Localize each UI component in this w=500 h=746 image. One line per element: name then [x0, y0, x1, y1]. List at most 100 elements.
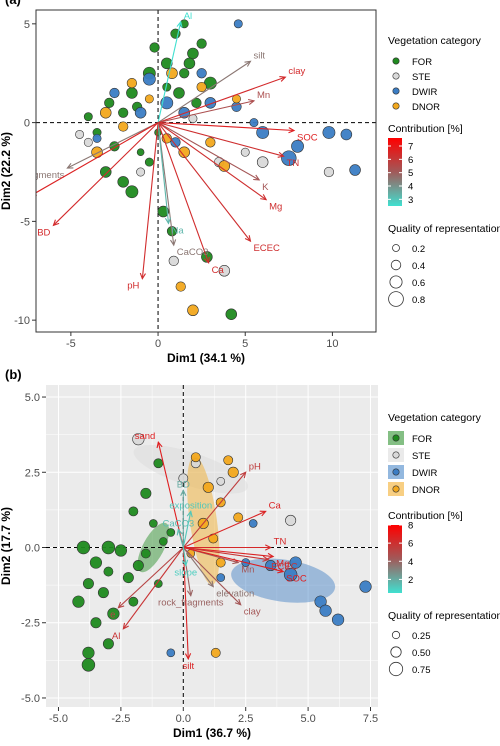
- quality-size-label: 0.6: [412, 278, 425, 289]
- arrow-head: [117, 601, 125, 609]
- data-point-for: [159, 537, 168, 546]
- colorbar-tick-label: 4: [408, 182, 413, 193]
- data-point-dnor: [187, 304, 199, 317]
- loading-arrow-caco3: [177, 529, 184, 548]
- data-point-dwir: [216, 573, 226, 582]
- y-tick-label: 0: [24, 118, 30, 130]
- loading-arrow-clay: [182, 547, 242, 606]
- data-point-for: [104, 97, 115, 108]
- x-tick-label: 7.5: [363, 713, 378, 725]
- x-tick-label: 5: [242, 338, 248, 350]
- data-point-for: [101, 540, 116, 555]
- data-point-dwir: [340, 128, 353, 141]
- variable-label: Mg: [276, 559, 289, 570]
- variable-label: CaCO3: [177, 247, 209, 258]
- data-point-dwir: [166, 648, 176, 658]
- data-point-for: [179, 68, 190, 79]
- data-point-dnor: [118, 121, 129, 132]
- loading-arrow-soc: [158, 122, 295, 132]
- loading-arrow-sand: [36, 122, 159, 194]
- data-point-for: [140, 487, 152, 499]
- arrow-head: [66, 162, 74, 169]
- variable-label: BD: [177, 479, 190, 490]
- variable-label: BD: [37, 227, 50, 238]
- variable-label: silt: [182, 661, 194, 672]
- arrow-head: [244, 235, 252, 243]
- data-point-ste: [256, 156, 269, 168]
- colorbar-tick-label: 2: [408, 575, 413, 586]
- data-point-dnor: [196, 81, 207, 93]
- data-point-for: [99, 166, 112, 178]
- data-point-dnor: [178, 146, 190, 158]
- arrow-head: [247, 98, 256, 106]
- variable-label: Mn: [241, 565, 254, 576]
- data-point-dnor: [233, 512, 244, 523]
- x-tick-label: -5.0: [49, 713, 68, 725]
- arrow-head: [180, 489, 187, 496]
- data-point-dnor: [190, 452, 201, 463]
- data-point-dnor: [210, 647, 221, 658]
- variable-label: Mn: [257, 90, 270, 101]
- quality-size-label: 0.75: [412, 665, 431, 676]
- variable-label: slope: [174, 568, 197, 579]
- y-tick-label: -5.0: [21, 693, 40, 705]
- plot-frame: [35, 9, 377, 333]
- data-point-dnor: [99, 106, 112, 119]
- data-point-for: [191, 97, 202, 108]
- quality-size-key: [389, 275, 403, 289]
- plot-background: [36, 10, 376, 332]
- variable-label: TN: [287, 158, 300, 169]
- data-point-for: [140, 548, 151, 559]
- loading-arrow-ph: [182, 471, 247, 548]
- data-point-for: [157, 205, 170, 218]
- legend-key-dwir: [392, 468, 400, 476]
- loading-arrow-e: [118, 547, 184, 609]
- colorbar-tick-label: 8: [408, 521, 413, 532]
- data-point-dnor: [223, 455, 234, 466]
- legend-key-dwir: [392, 87, 400, 95]
- legend-label-for: FOR: [412, 57, 432, 68]
- colorbar-tick-label: 4: [408, 557, 413, 568]
- y-tick-label: 0.0: [25, 543, 40, 555]
- data-point-dwir: [359, 580, 372, 593]
- arrow-head: [267, 552, 275, 560]
- data-point-dwir: [331, 613, 345, 626]
- data-point-dwir: [319, 604, 332, 617]
- colorbar-tick-label: 7: [408, 142, 413, 153]
- quality-size-label: 0.4: [412, 261, 425, 272]
- legend-key-dnor: [392, 102, 400, 110]
- data-point-dwir: [204, 97, 217, 109]
- loading-arrow-na: [157, 122, 170, 224]
- quality-size-key: [388, 291, 404, 307]
- x-axis-title: Dim1 (36.7 %): [173, 726, 251, 740]
- legend-key-dnor: [392, 485, 400, 493]
- quality-size-key: [388, 661, 404, 677]
- data-point-dwir: [289, 556, 302, 569]
- arrow-head: [260, 194, 268, 201]
- variable-label: Ca: [212, 265, 225, 276]
- data-point-for: [154, 579, 163, 588]
- data-point-for: [149, 42, 160, 53]
- arrow-head: [164, 217, 172, 225]
- loading-arrow-mg: [183, 546, 274, 558]
- legend-label-ste: STE: [412, 451, 430, 462]
- loading-arrow-silt: [182, 547, 189, 659]
- data-point-for: [149, 519, 158, 528]
- loading-arrow-rock_fragments: [67, 122, 159, 169]
- loading-arrow-al: [122, 547, 184, 630]
- legend: Vegetation category FOR STE DWIR DNOR Contrib…: [388, 35, 500, 307]
- arrow-head: [176, 528, 183, 536]
- data-point-dnor: [144, 94, 154, 104]
- data-point-for: [72, 595, 85, 608]
- loading-arrow-elevation: [182, 547, 214, 587]
- loading-arrow-clay: [157, 76, 286, 124]
- data-point-for: [97, 587, 109, 599]
- data-point-for: [114, 544, 127, 557]
- loading-arrow-slope: [182, 547, 187, 566]
- data-point-dnor: [175, 281, 186, 292]
- variable-label: clay: [244, 607, 261, 618]
- data-point-for: [132, 560, 144, 572]
